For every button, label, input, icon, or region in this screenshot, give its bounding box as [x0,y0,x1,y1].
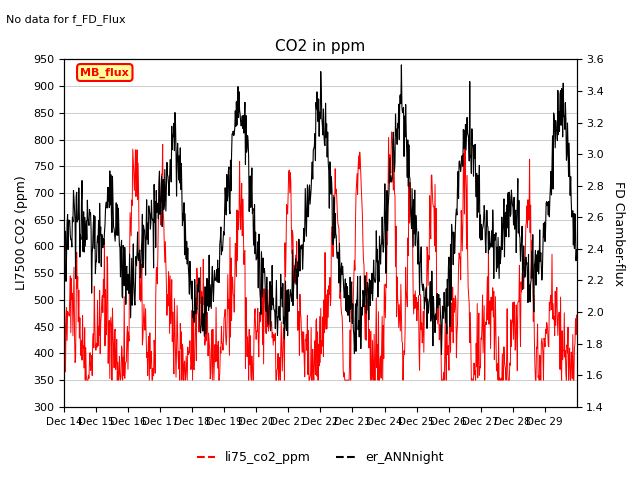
Legend: li75_co2_ppm, er_ANNnight: li75_co2_ppm, er_ANNnight [191,446,449,469]
Y-axis label: LI7500 CO2 (ppm): LI7500 CO2 (ppm) [15,176,28,290]
Title: CO2 in ppm: CO2 in ppm [275,39,365,54]
Y-axis label: FD Chamber-flux: FD Chamber-flux [612,180,625,286]
Text: MB_flux: MB_flux [81,67,129,78]
Text: No data for f_FD_Flux: No data for f_FD_Flux [6,14,126,25]
